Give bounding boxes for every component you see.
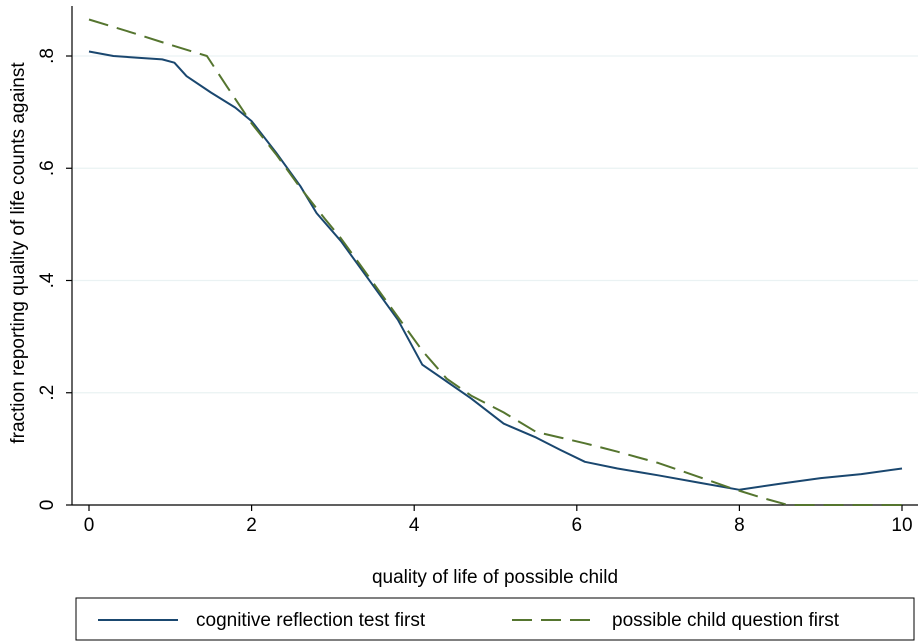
gridlines [73, 55, 918, 394]
series-line-possible-child-question-first [88, 18, 902, 506]
x-tick-label: 4 [409, 515, 420, 536]
y-tick-label: .2 [37, 385, 58, 401]
series-layer [88, 18, 903, 506]
legend-label-cognitive-reflection-test-first: cognitive reflection test first [196, 610, 426, 631]
legend: cognitive reflection test first possible… [75, 597, 915, 641]
y-tick-label: .8 [37, 48, 58, 64]
x-tick-label: 10 [891, 515, 912, 536]
x-tick-label: 8 [734, 515, 745, 536]
axes [71, 6, 918, 506]
y-axis-title: fraction reporting quality of life count… [8, 62, 29, 444]
legend-box [75, 597, 915, 641]
x-tick-label: 6 [572, 515, 583, 536]
y-tick-label: .6 [37, 160, 58, 176]
legend-label-possible-child-question-first: possible child question first [612, 610, 840, 631]
x-tick-label: 0 [84, 515, 95, 536]
x-axis-title: quality of life of possible child [372, 567, 618, 588]
series-line-cognitive-reflection-test-first [88, 50, 903, 491]
ticks: 0 .2 .4 .6 .8 0 2 4 6 8 10 [37, 48, 913, 536]
y-tick-label: 0 [37, 500, 58, 511]
x-tick-label: 2 [246, 515, 257, 536]
y-tick-label: .4 [37, 272, 58, 288]
